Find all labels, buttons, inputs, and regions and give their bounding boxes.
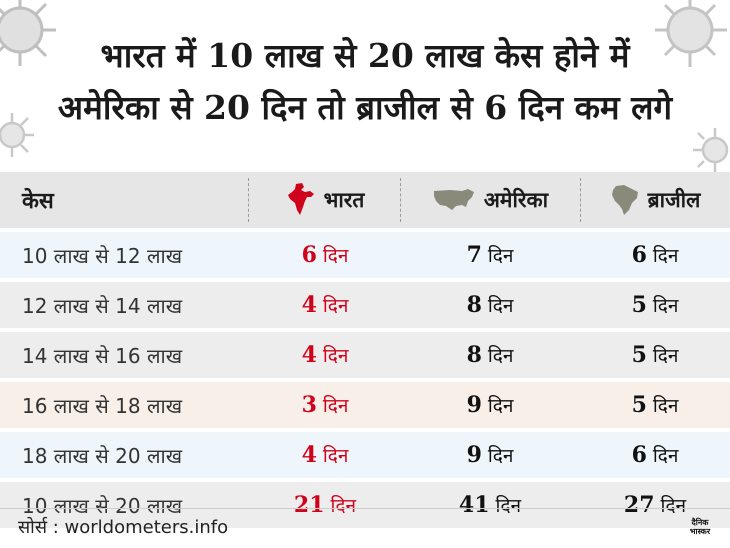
- india-cell: 3 दिन: [301, 392, 349, 418]
- table-row-total: 10 लाख से 20 लाख 21 दिन 41 दिन 27 दिन: [0, 482, 730, 528]
- brazil-cell: 6 दिन: [631, 242, 679, 268]
- usa-cell: 41 दिन: [458, 492, 522, 518]
- table-row: 12 लाख से 14 लाख 4 दिन 8 दिन 5 दिन: [0, 282, 730, 328]
- header-cases: केस: [22, 189, 54, 214]
- title-line-2: अमेरिका से 20 दिन तो ब्राजील से 6 दिन कम…: [57, 88, 673, 127]
- india-cell: 4 दिन: [301, 342, 349, 368]
- range-cell: 10 लाख से 12 लाख: [22, 243, 183, 268]
- brazil-cell: 5 दिन: [631, 292, 679, 318]
- range-cell: 18 लाख से 20 लाख: [22, 443, 183, 468]
- brazil-map-icon: [611, 185, 638, 215]
- table-row: 18 लाख से 20 लाख 4 दिन 9 दिन 6 दिन: [0, 432, 730, 478]
- virus-icon: [0, 0, 56, 66]
- table-row: 16 लाख से 18 लाख 3 दिन 9 दिन 5 दिन: [0, 382, 730, 428]
- header-usa: अमेरिका: [400, 172, 580, 228]
- india-cell: 6 दिन: [301, 242, 349, 268]
- usa-cell: 9 दिन: [466, 442, 514, 468]
- india-cell: 21 दिन: [293, 492, 357, 518]
- india-cell: 4 दिन: [301, 442, 349, 468]
- table-header: केस भारत अमेरिका ब्राजील: [0, 172, 730, 228]
- brazil-cell: 5 दिन: [631, 392, 679, 418]
- india-map-icon: [287, 183, 314, 215]
- divider: [0, 508, 730, 509]
- brazil-cell: 6 दिन: [631, 442, 679, 468]
- header-brazil: ब्राजील: [580, 172, 730, 228]
- brand-logo: दैनिक भास्कर: [689, 518, 711, 536]
- header-india: भारत: [250, 172, 400, 228]
- usa-map-icon: [433, 189, 474, 210]
- source-text: सोर्स : worldometers.info: [18, 517, 229, 538]
- brazil-cell: 5 दिन: [631, 342, 679, 368]
- table-row: 10 लाख से 12 लाख 6 दिन 7 दिन 6 दिन: [0, 232, 730, 278]
- range-cell: 14 लाख से 16 लाख: [22, 343, 183, 368]
- range-cell: 16 लाख से 18 लाख: [22, 393, 183, 418]
- virus-icon: [0, 113, 34, 157]
- page-title: भारत में 10 लाख से 20 लाख केस होने में अ…: [0, 30, 730, 134]
- usa-cell: 8 दिन: [466, 292, 514, 318]
- range-cell: 12 लाख से 14 लाख: [22, 293, 183, 318]
- comparison-table: केस भारत अमेरिका ब्राजील 10 लाख से 12 ला…: [0, 172, 730, 532]
- usa-cell: 9 दिन: [466, 392, 514, 418]
- india-cell: 4 दिन: [301, 292, 349, 318]
- virus-icon: [655, 0, 727, 67]
- range-cell: 10 लाख से 20 लाख: [22, 493, 183, 518]
- table-row: 14 लाख से 16 लाख 4 दिन 8 दिन 5 दिन: [0, 332, 730, 378]
- title-line-1: भारत में 10 लाख से 20 लाख केस होने में: [100, 36, 630, 75]
- brazil-cell: 27 दिन: [623, 492, 687, 518]
- usa-cell: 7 दिन: [466, 242, 514, 268]
- virus-icon: [693, 128, 729, 172]
- usa-cell: 8 दिन: [466, 342, 514, 368]
